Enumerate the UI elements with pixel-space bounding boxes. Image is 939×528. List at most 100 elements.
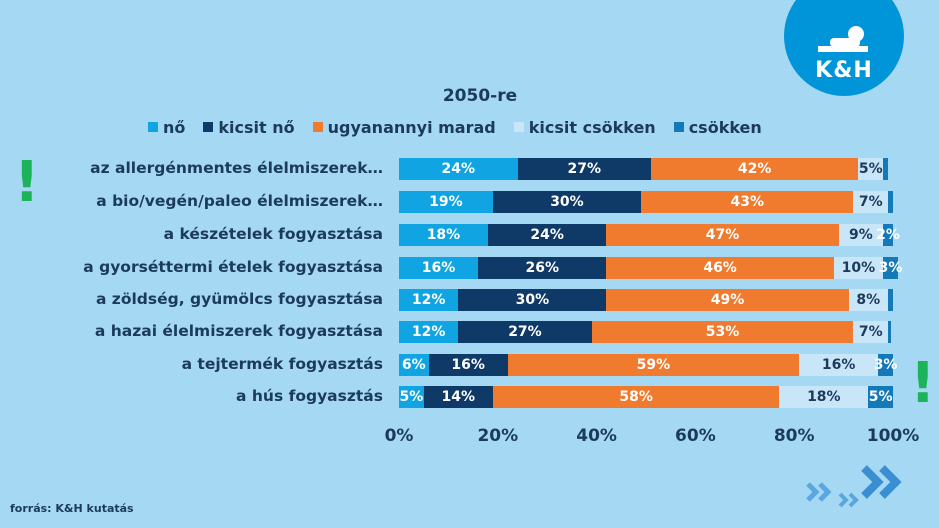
bar-segment: 12% [399, 321, 459, 343]
data-label: 16% [451, 357, 485, 373]
chart-title: 2050-re [442, 86, 518, 106]
x-tick-label: 60% [675, 426, 716, 446]
data-label: 12% [411, 292, 446, 308]
data-label: 8% [856, 292, 881, 308]
legend-swatch [148, 122, 158, 132]
bar-segment: 3% [874, 354, 897, 376]
data-label: 5% [868, 389, 893, 405]
bar-segment: 53% [591, 321, 854, 343]
data-label: 47% [705, 227, 740, 243]
bar-segment: 59% [507, 354, 800, 376]
legend-label: csökken [688, 117, 762, 137]
bar-segment [888, 321, 892, 343]
bar-segment: 43% [641, 191, 854, 213]
bar-segment: 10% [833, 257, 884, 279]
category-label: a hús fogyasztás [236, 387, 383, 405]
data-label: 18% [426, 227, 461, 243]
exclamation-mark-left: ! [14, 150, 40, 215]
data-label: 24% [441, 161, 476, 177]
data-label: 19% [429, 194, 463, 210]
data-label: 7% [858, 324, 883, 340]
data-label: 27% [508, 324, 542, 340]
kh-logo: K&H [784, 0, 904, 96]
bar-segment: 24% [487, 224, 607, 246]
legend-item: ugyanannyi marad [312, 117, 496, 137]
x-tick-label: 0% [384, 426, 414, 446]
data-label: 43% [730, 194, 764, 210]
legend-item: kicsit nő [203, 118, 295, 137]
kh-lion-icon [818, 26, 868, 52]
legend-label: nő [163, 117, 186, 137]
data-label: 30% [515, 292, 550, 308]
bar-segment: 16% [399, 257, 479, 279]
chart-legend: nő kicsit nő ugyanannyi marad kicsit csökke… [148, 116, 762, 138]
bar-segment: 47% [606, 224, 839, 246]
bar-segment: 8% [848, 289, 889, 311]
bar-segment: 30% [458, 289, 607, 311]
exclamation-mark-right: ! [910, 351, 936, 416]
category-label: az allergénmentes élelmiszerek… [90, 159, 383, 177]
x-tick-label: 100% [866, 426, 920, 446]
bar-segment: 30% [492, 191, 642, 213]
legend-item: kicsit csökken [513, 117, 656, 137]
data-label: 3% [873, 357, 898, 373]
data-label: 59% [636, 357, 671, 373]
data-label: 53% [705, 324, 740, 340]
data-label: 26% [525, 260, 559, 276]
data-label: 3% [878, 260, 903, 276]
bar-segment: 18% [399, 224, 488, 246]
data-label: 30% [550, 194, 584, 210]
bar-segment: 7% [853, 191, 889, 213]
category-label: a hazai élelmiszerek fogyasztása [94, 322, 383, 340]
data-label: 5% [858, 161, 883, 177]
legend-swatch [312, 122, 323, 132]
bar-segment: 16% [428, 354, 508, 376]
bar-segment: 49% [606, 289, 849, 311]
bar-segment: 6% [399, 354, 429, 376]
bar-segment: 7% [853, 321, 889, 343]
legend-label: ugyanannyi marad [327, 117, 496, 137]
bar-segment: 19% [399, 191, 493, 213]
bar-segment: 5% [868, 386, 893, 408]
data-label: 10% [841, 260, 876, 276]
bar-segment: 12% [399, 289, 459, 311]
legend-label: kicsit csökken [528, 117, 656, 137]
data-label: 2% [876, 227, 900, 243]
bar-segment: 3% [879, 257, 902, 279]
data-label: 24% [530, 227, 564, 243]
data-label: 42% [737, 161, 772, 177]
bar-segment: 5% [858, 158, 884, 180]
data-label: 12% [411, 324, 446, 340]
bar-segment: 18% [779, 386, 869, 408]
bar-segment: 46% [606, 257, 834, 279]
bar-segment: 27% [458, 321, 592, 343]
bar-segment [888, 289, 893, 311]
bar-segment: 26% [478, 257, 607, 279]
category-label: a bio/vegén/paleo élelmiszerek… [96, 192, 383, 210]
bar-segment: 24% [399, 158, 518, 180]
bar-segment: 27% [517, 158, 651, 180]
data-label: 16% [821, 357, 856, 373]
x-tick-label: 40% [576, 426, 617, 446]
category-label: a tejtermék fogyasztás [181, 355, 383, 373]
source-note: forrás: K&H kutatás [10, 502, 134, 515]
legend-swatch [673, 122, 684, 132]
bar-segment [888, 191, 893, 213]
bar-segment: 2% [876, 224, 900, 246]
data-label: 7% [858, 194, 883, 210]
category-label: a készételek fogyasztása [163, 225, 383, 243]
data-label: 58% [619, 389, 653, 405]
bar-segment: 58% [492, 386, 780, 408]
data-label: 49% [710, 292, 745, 308]
logo-text: K&H [815, 58, 873, 83]
bar-segment: 9% [838, 224, 884, 246]
x-tick-label: 20% [477, 426, 519, 446]
legend-item: nő [148, 118, 185, 137]
x-tick-label: 80% [773, 426, 815, 446]
bar-segment: 14% [423, 386, 493, 408]
data-label: 6% [401, 357, 426, 373]
data-label: 27% [567, 161, 601, 177]
chevron-arrows-icon [806, 465, 902, 508]
bar-segment: 5% [399, 386, 424, 408]
category-label: a gyorséttermi ételek fogyasztása [83, 258, 383, 276]
